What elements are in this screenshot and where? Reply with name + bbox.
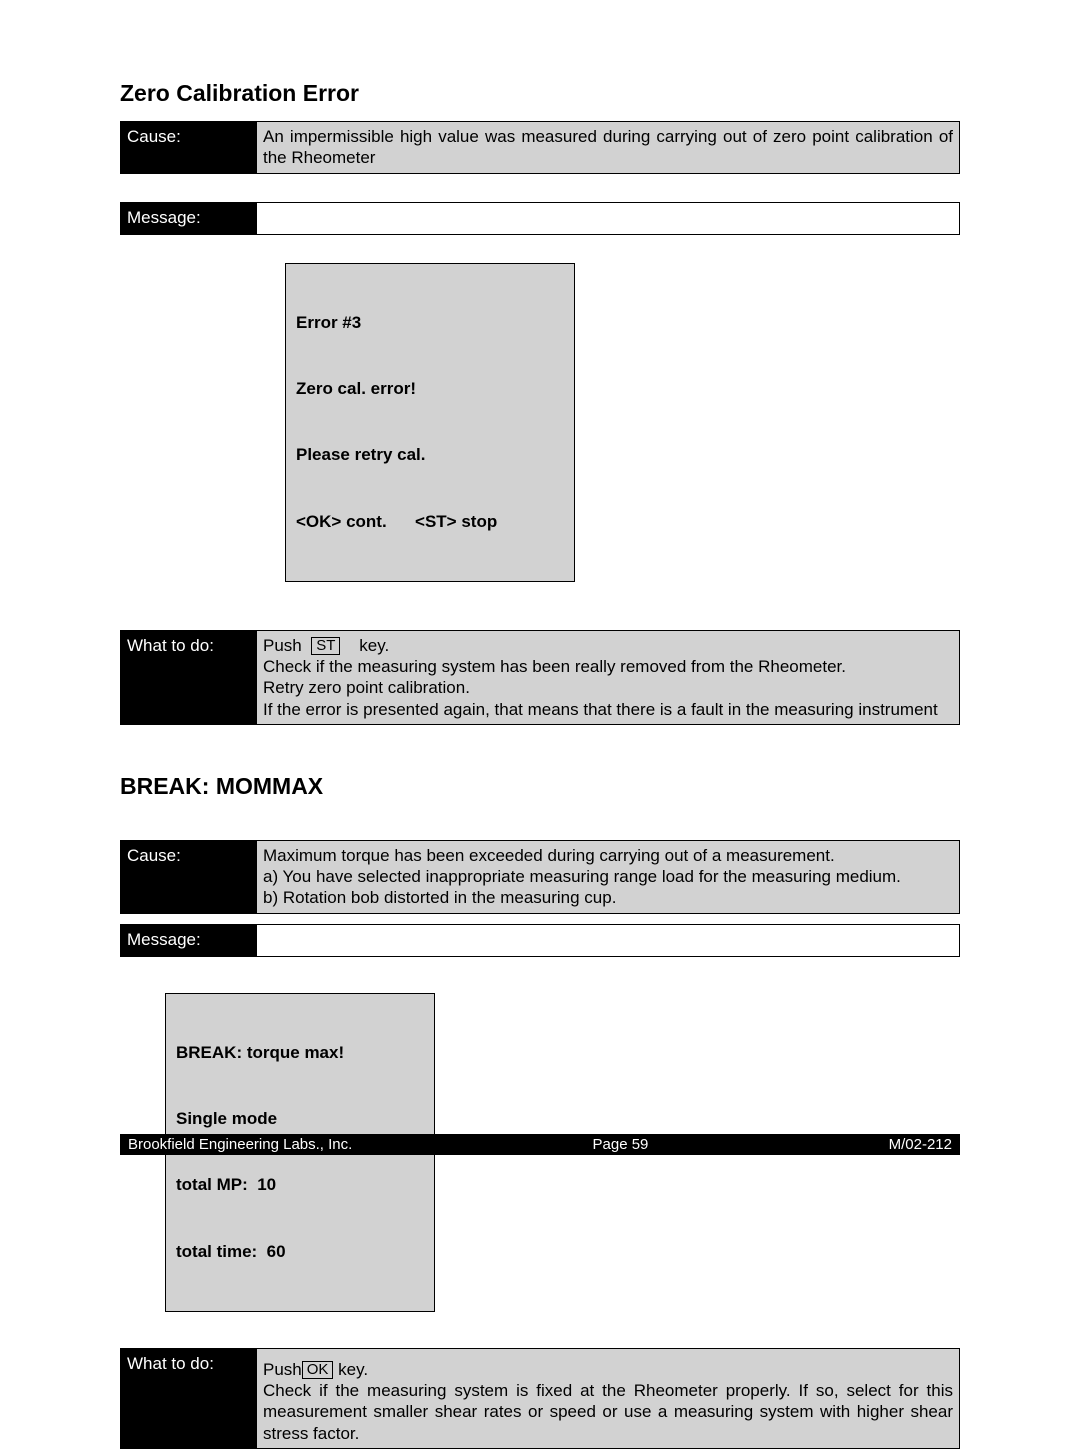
page-footer: Brookfield Engineering Labs., Inc. Page … bbox=[120, 1134, 960, 1155]
message-empty bbox=[257, 924, 960, 956]
lcd-line: total time: 60 bbox=[176, 1241, 424, 1263]
message-label: Message: bbox=[121, 202, 257, 234]
todo-line: Retry zero point calibration. bbox=[263, 678, 470, 697]
cause-label: Cause: bbox=[121, 122, 257, 174]
todo-label: What to do: bbox=[121, 1348, 257, 1448]
cause-text: An impermissible high value was measured… bbox=[257, 122, 960, 174]
section2-cause-table: Cause: Maximum torque has been exceeded … bbox=[120, 840, 960, 914]
todo-keyword: key. bbox=[338, 1360, 368, 1379]
todo-label: What to do: bbox=[121, 630, 257, 724]
section2-title: BREAK: MOMMAX bbox=[120, 773, 960, 800]
lcd-line: Error #3 bbox=[296, 312, 564, 334]
lcd-line: Please retry cal. bbox=[296, 444, 564, 466]
section2-todo-table: What to do: PushOK key. Check if the mea… bbox=[120, 1348, 960, 1449]
lcd-line: Single mode bbox=[176, 1108, 424, 1130]
todo-content: Push ST key. Check if the measuring syst… bbox=[257, 630, 960, 724]
lcd-line: BREAK: torque max! bbox=[176, 1042, 424, 1064]
footer-left: Brookfield Engineering Labs., Inc. bbox=[128, 1136, 352, 1153]
todo-line: If the error is presented again, that me… bbox=[263, 700, 938, 719]
cause-label: Cause: bbox=[121, 840, 257, 913]
cause-line: a) You have selected inappropriate measu… bbox=[263, 867, 901, 886]
message-empty bbox=[257, 202, 960, 234]
section2-message-table: Message: bbox=[120, 924, 960, 957]
ok-keycap: OK bbox=[302, 1361, 334, 1380]
lcd-line: <OK> cont. <ST> stop bbox=[296, 511, 564, 533]
todo-push: Push bbox=[263, 1360, 302, 1379]
section1-todo-table: What to do: Push ST key. Check if the me… bbox=[120, 630, 960, 725]
cause-line: Maximum torque has been exceeded during … bbox=[263, 846, 835, 865]
section1-cause-table: Cause: An impermissible high value was m… bbox=[120, 121, 960, 174]
todo-text: Check if the measuring system is fixed a… bbox=[263, 1381, 953, 1443]
message-label: Message: bbox=[121, 924, 257, 956]
todo-push: Push bbox=[263, 636, 302, 655]
todo-content: PushOK key. Check if the measuring syste… bbox=[257, 1348, 960, 1448]
section1-message-table: Message: bbox=[120, 202, 960, 235]
footer-center: Page 59 bbox=[593, 1136, 649, 1153]
lcd-line: total MP: 10 bbox=[176, 1174, 424, 1196]
lcd-line: Zero cal. error! bbox=[296, 378, 564, 400]
section1-title: Zero Calibration Error bbox=[120, 80, 960, 107]
cause-line: b) Rotation bob distorted in the measuri… bbox=[263, 888, 616, 907]
section1-lcd: Error #3 Zero cal. error! Please retry c… bbox=[285, 263, 575, 582]
todo-line: Check if the measuring system has been r… bbox=[263, 657, 846, 676]
st-keycap: ST bbox=[311, 637, 340, 656]
cause-text: Maximum torque has been exceeded during … bbox=[257, 840, 960, 913]
footer-right: M/02-212 bbox=[889, 1136, 952, 1153]
todo-keyword: key. bbox=[359, 636, 389, 655]
